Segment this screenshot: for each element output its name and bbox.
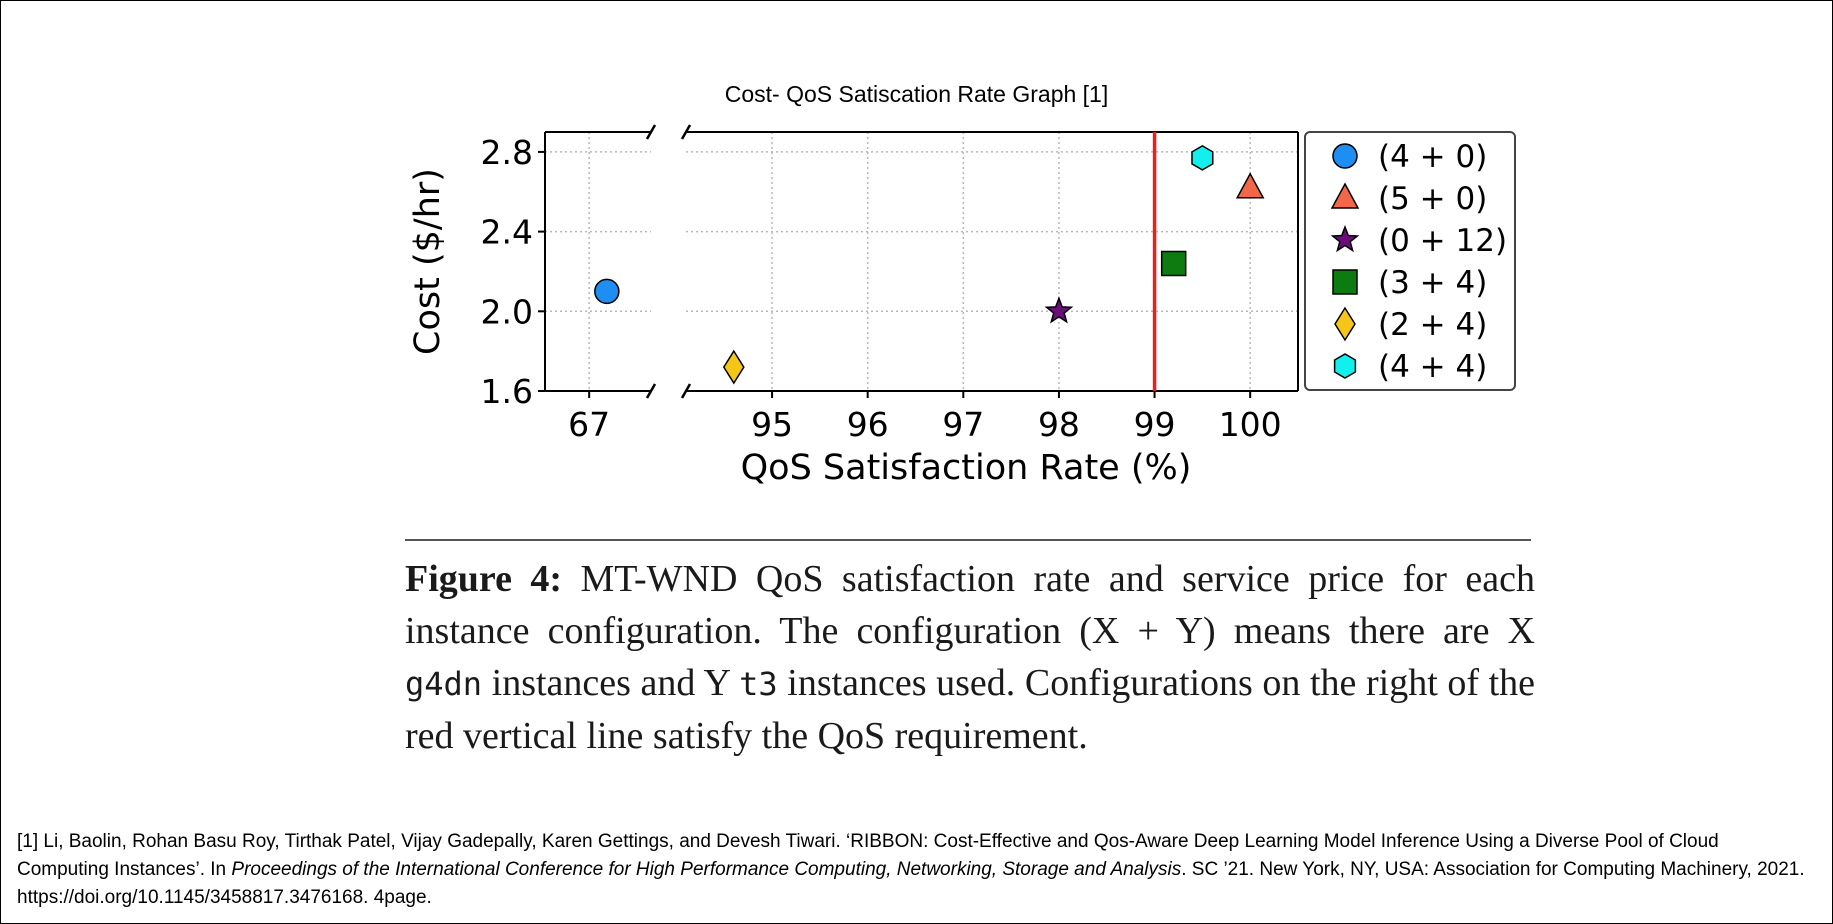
scatter-chart: 1.6 2.0 2.4 2.8 67 95 96 97 98 99 100 QoS Satisfact… [408, 124, 1516, 488]
axis-break-mark [680, 383, 692, 399]
legend-label: (4 + 0) [1378, 139, 1487, 175]
data-point-triangle [1235, 172, 1265, 199]
x-axis-label: QoS Satisfaction Rate (%) [741, 448, 1192, 488]
legend-marker-diamond [1334, 306, 1356, 342]
caption-text-2: instances and Y [482, 662, 740, 704]
x-tick-label: 95 [751, 405, 793, 444]
axis-break-mark [645, 383, 657, 399]
legend-marker-hexagon [1333, 353, 1357, 379]
x-tick-label: 99 [1134, 405, 1176, 444]
legend-marker-square [1332, 269, 1358, 295]
axis-break-mark [645, 124, 657, 140]
y-tick-label: 2.4 [481, 213, 533, 252]
figure-caption: Figure 4: MT-WND QoS satisfaction rate a… [405, 553, 1535, 762]
x-tick-label: 100 [1219, 405, 1282, 444]
y-tick-label: 2.0 [481, 292, 533, 331]
legend-label: (2 + 4) [1378, 307, 1487, 343]
axis-break-mark [680, 124, 692, 140]
data-point-star [1044, 296, 1074, 324]
legend-label: (4 + 4) [1378, 349, 1487, 385]
legend-label: (5 + 0) [1378, 181, 1487, 217]
reference-publisher: . SC ’21. New York, NY, USA: Association… [17, 859, 1805, 908]
caption-code-t3: t3 [739, 665, 778, 703]
legend-box [1304, 131, 1516, 391]
y-tick-label: 2.8 [481, 133, 533, 172]
x-tick-label: 97 [942, 405, 984, 444]
legend-marker-circle [1332, 143, 1358, 169]
caption-text-3: instances used. Configurations on the ri… [405, 662, 1535, 757]
reference-venue: Proceedings of the International Confere… [231, 859, 1182, 880]
chart-title: Cost- QoS Satiscation Rate Graph [1] [724, 81, 1109, 107]
data-point-hexagon [1191, 145, 1214, 171]
x-tick-label: 67 [568, 405, 610, 444]
citation-reference: [1] Li, Baolin, Rohan Basu Roy, Tirthak … [17, 828, 1807, 912]
caption-divider [405, 539, 1531, 541]
y-tick-label: 1.6 [481, 372, 533, 411]
x-tick-label: 96 [847, 405, 889, 444]
data-point-square [1160, 250, 1187, 277]
legend-marker-star [1330, 224, 1360, 253]
data-point-circle [594, 278, 620, 305]
caption-text-1: MT-WND QoS satisfaction rate and service… [405, 558, 1535, 652]
caption-code-g4dn: g4dn [405, 665, 483, 703]
legend-label: (3 + 4) [1378, 265, 1487, 301]
legend-marker-triangle [1330, 182, 1360, 209]
legend-label: (0 + 12) [1378, 223, 1507, 259]
data-point-diamond [722, 349, 745, 385]
y-axis-label: Cost ($/hr) [408, 168, 448, 355]
caption-label: Figure 4: [405, 558, 563, 600]
reference-authors-title: [1] Li, Baolin, Rohan Basu Roy, Tirthak … [17, 831, 1719, 880]
x-tick-label: 98 [1038, 405, 1080, 444]
